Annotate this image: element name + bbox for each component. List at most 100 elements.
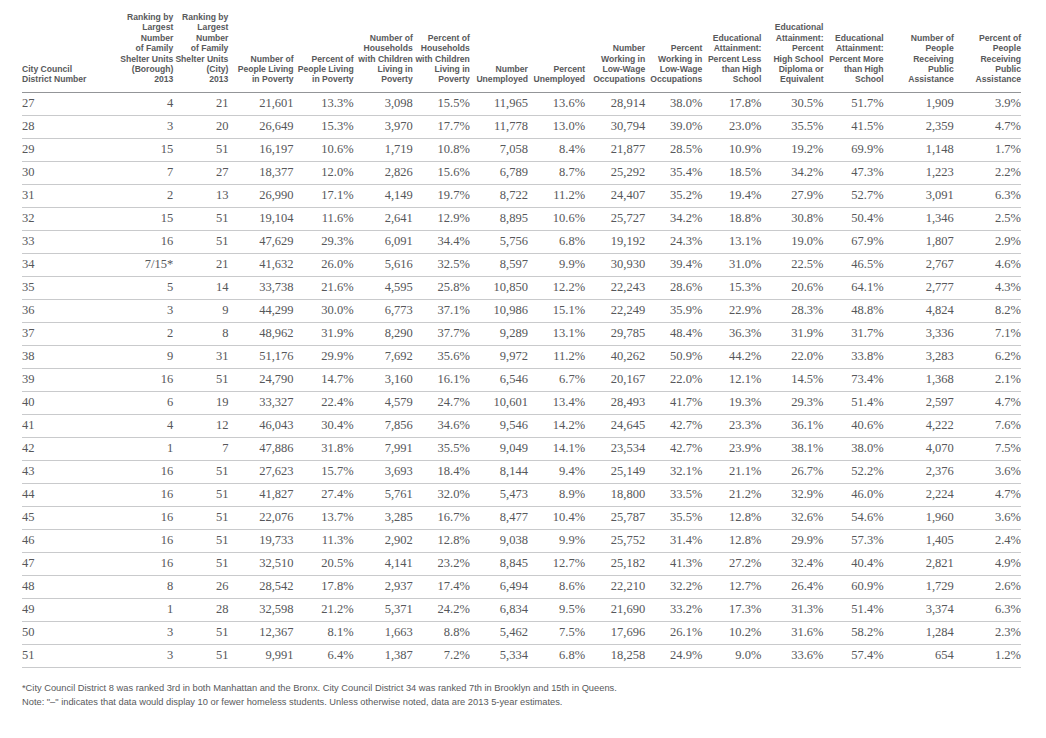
table-cell: 9.0% [702, 644, 761, 667]
table-cell: 5,756 [470, 230, 528, 253]
table-cell: 2.1% [954, 368, 1021, 391]
district-statistics-table: City Council District Number Ranking by … [22, 12, 1021, 668]
district-number-cell: 31 [22, 184, 117, 207]
table-row: 29155116,19710.6%1,71910.8%7,0588.4%21,8… [22, 138, 1021, 161]
table-cell: 32,598 [228, 598, 293, 621]
table-cell: 28.5% [645, 138, 702, 161]
table-cell: 10,850 [470, 276, 528, 299]
table-cell: 5,761 [354, 483, 413, 506]
table-cell: 38.0% [645, 92, 702, 115]
table-cell: 6,773 [354, 299, 413, 322]
table-cell: 34.4% [413, 230, 470, 253]
table-cell: 13.7% [294, 506, 354, 529]
header-row: City Council District Number Ranking by … [22, 12, 1021, 92]
table-cell: 8.9% [528, 483, 585, 506]
table-cell: 7.2% [413, 644, 470, 667]
table-cell: 6,546 [470, 368, 528, 391]
table-cell: 38.0% [824, 437, 884, 460]
table-cell: 17,696 [585, 621, 645, 644]
table-cell: 25,727 [585, 207, 645, 230]
table-cell: 22.0% [645, 368, 702, 391]
table-cell: 46.0% [824, 483, 884, 506]
table-cell: 12.8% [702, 506, 761, 529]
table-cell: 42.7% [645, 437, 702, 460]
table-cell: 21 [173, 92, 228, 115]
table-cell: 58.2% [824, 621, 884, 644]
table-cell: 2,777 [884, 276, 954, 299]
table-cell: 5,616 [354, 253, 413, 276]
table-cell: 32,510 [228, 552, 293, 575]
table-cell: 29.9% [761, 529, 823, 552]
table-cell: 2,826 [354, 161, 413, 184]
table-cell: 4,070 [884, 437, 954, 460]
table-cell: 2,597 [884, 391, 954, 414]
table-cell: 16 [117, 460, 173, 483]
table-cell: 67.9% [824, 230, 884, 253]
table-cell: 6,091 [354, 230, 413, 253]
table-row: 421747,88631.8%7,99135.5%9,04914.1%23,53… [22, 437, 1021, 460]
table-row: 5035112,3678.1%1,6638.8%5,4627.5%17,6962… [22, 621, 1021, 644]
table-cell: 16 [117, 230, 173, 253]
table-cell: 30.8% [761, 207, 823, 230]
table-cell: 6,834 [470, 598, 528, 621]
table-cell: 52.7% [824, 184, 884, 207]
table-cell: 4.7% [954, 483, 1021, 506]
table-cell: 2.5% [954, 207, 1021, 230]
table-cell: 51 [173, 506, 228, 529]
table-cell: 6.7% [528, 368, 585, 391]
table-cell: 14.1% [528, 437, 585, 460]
table-cell: 1 [117, 598, 173, 621]
table-cell: 11,965 [470, 92, 528, 115]
table-cell: 20,167 [585, 368, 645, 391]
table-cell: 9.5% [528, 598, 585, 621]
table-cell: 2,376 [884, 460, 954, 483]
table-cell: 33,738 [228, 276, 293, 299]
district-number-cell: 36 [22, 299, 117, 322]
district-number-cell: 44 [22, 483, 117, 506]
table-cell: 19 [173, 391, 228, 414]
table-cell: 32.6% [761, 506, 823, 529]
table-cell: 21,877 [585, 138, 645, 161]
table-cell: 4 [117, 92, 173, 115]
table-cell: 1,719 [354, 138, 413, 161]
table-cell: 28,493 [585, 391, 645, 414]
table-cell: 5,462 [470, 621, 528, 644]
table-cell: 46.5% [824, 253, 884, 276]
table-cell: 51 [173, 460, 228, 483]
table-cell: 51 [173, 552, 228, 575]
table-cell: 10,986 [470, 299, 528, 322]
table-cell: 16 [117, 506, 173, 529]
district-number-cell: 49 [22, 598, 117, 621]
table-cell: 25,182 [585, 552, 645, 575]
table-cell: 32.9% [761, 483, 823, 506]
table-cell: 14.7% [294, 368, 354, 391]
table-cell: 17.3% [702, 598, 761, 621]
table-cell: 19,192 [585, 230, 645, 253]
table-cell: 29.3% [761, 391, 823, 414]
table-cell: 6 [117, 391, 173, 414]
table-cell: 39.0% [645, 115, 702, 138]
table-cell: 32.5% [413, 253, 470, 276]
table-cell: 24,790 [228, 368, 293, 391]
table-cell: 13.1% [528, 322, 585, 345]
table-cell: 10.2% [702, 621, 761, 644]
table-cell: 8.6% [528, 575, 585, 598]
col-header-edu-hs-diploma: Educational Attainment: Percent High Sch… [761, 12, 823, 92]
table-cell: 9,038 [470, 529, 528, 552]
table-cell: 28.3% [761, 299, 823, 322]
district-number-cell: 48 [22, 575, 117, 598]
table-cell: 24,407 [585, 184, 645, 207]
table-cell: 35.4% [645, 161, 702, 184]
table-cell: 26,649 [228, 115, 293, 138]
table-cell: 2.2% [954, 161, 1021, 184]
table-cell: 2.4% [954, 529, 1021, 552]
table-cell: 27,623 [228, 460, 293, 483]
report-page: City Council District Number Ranking by … [0, 0, 1046, 738]
table-cell: 9 [117, 345, 173, 368]
table-cell: 6.8% [528, 644, 585, 667]
table-cell: 30.0% [294, 299, 354, 322]
table-cell: 18.5% [702, 161, 761, 184]
table-cell: 7.5% [528, 621, 585, 644]
table-cell: 13.4% [528, 391, 585, 414]
table-cell: 34.2% [645, 207, 702, 230]
